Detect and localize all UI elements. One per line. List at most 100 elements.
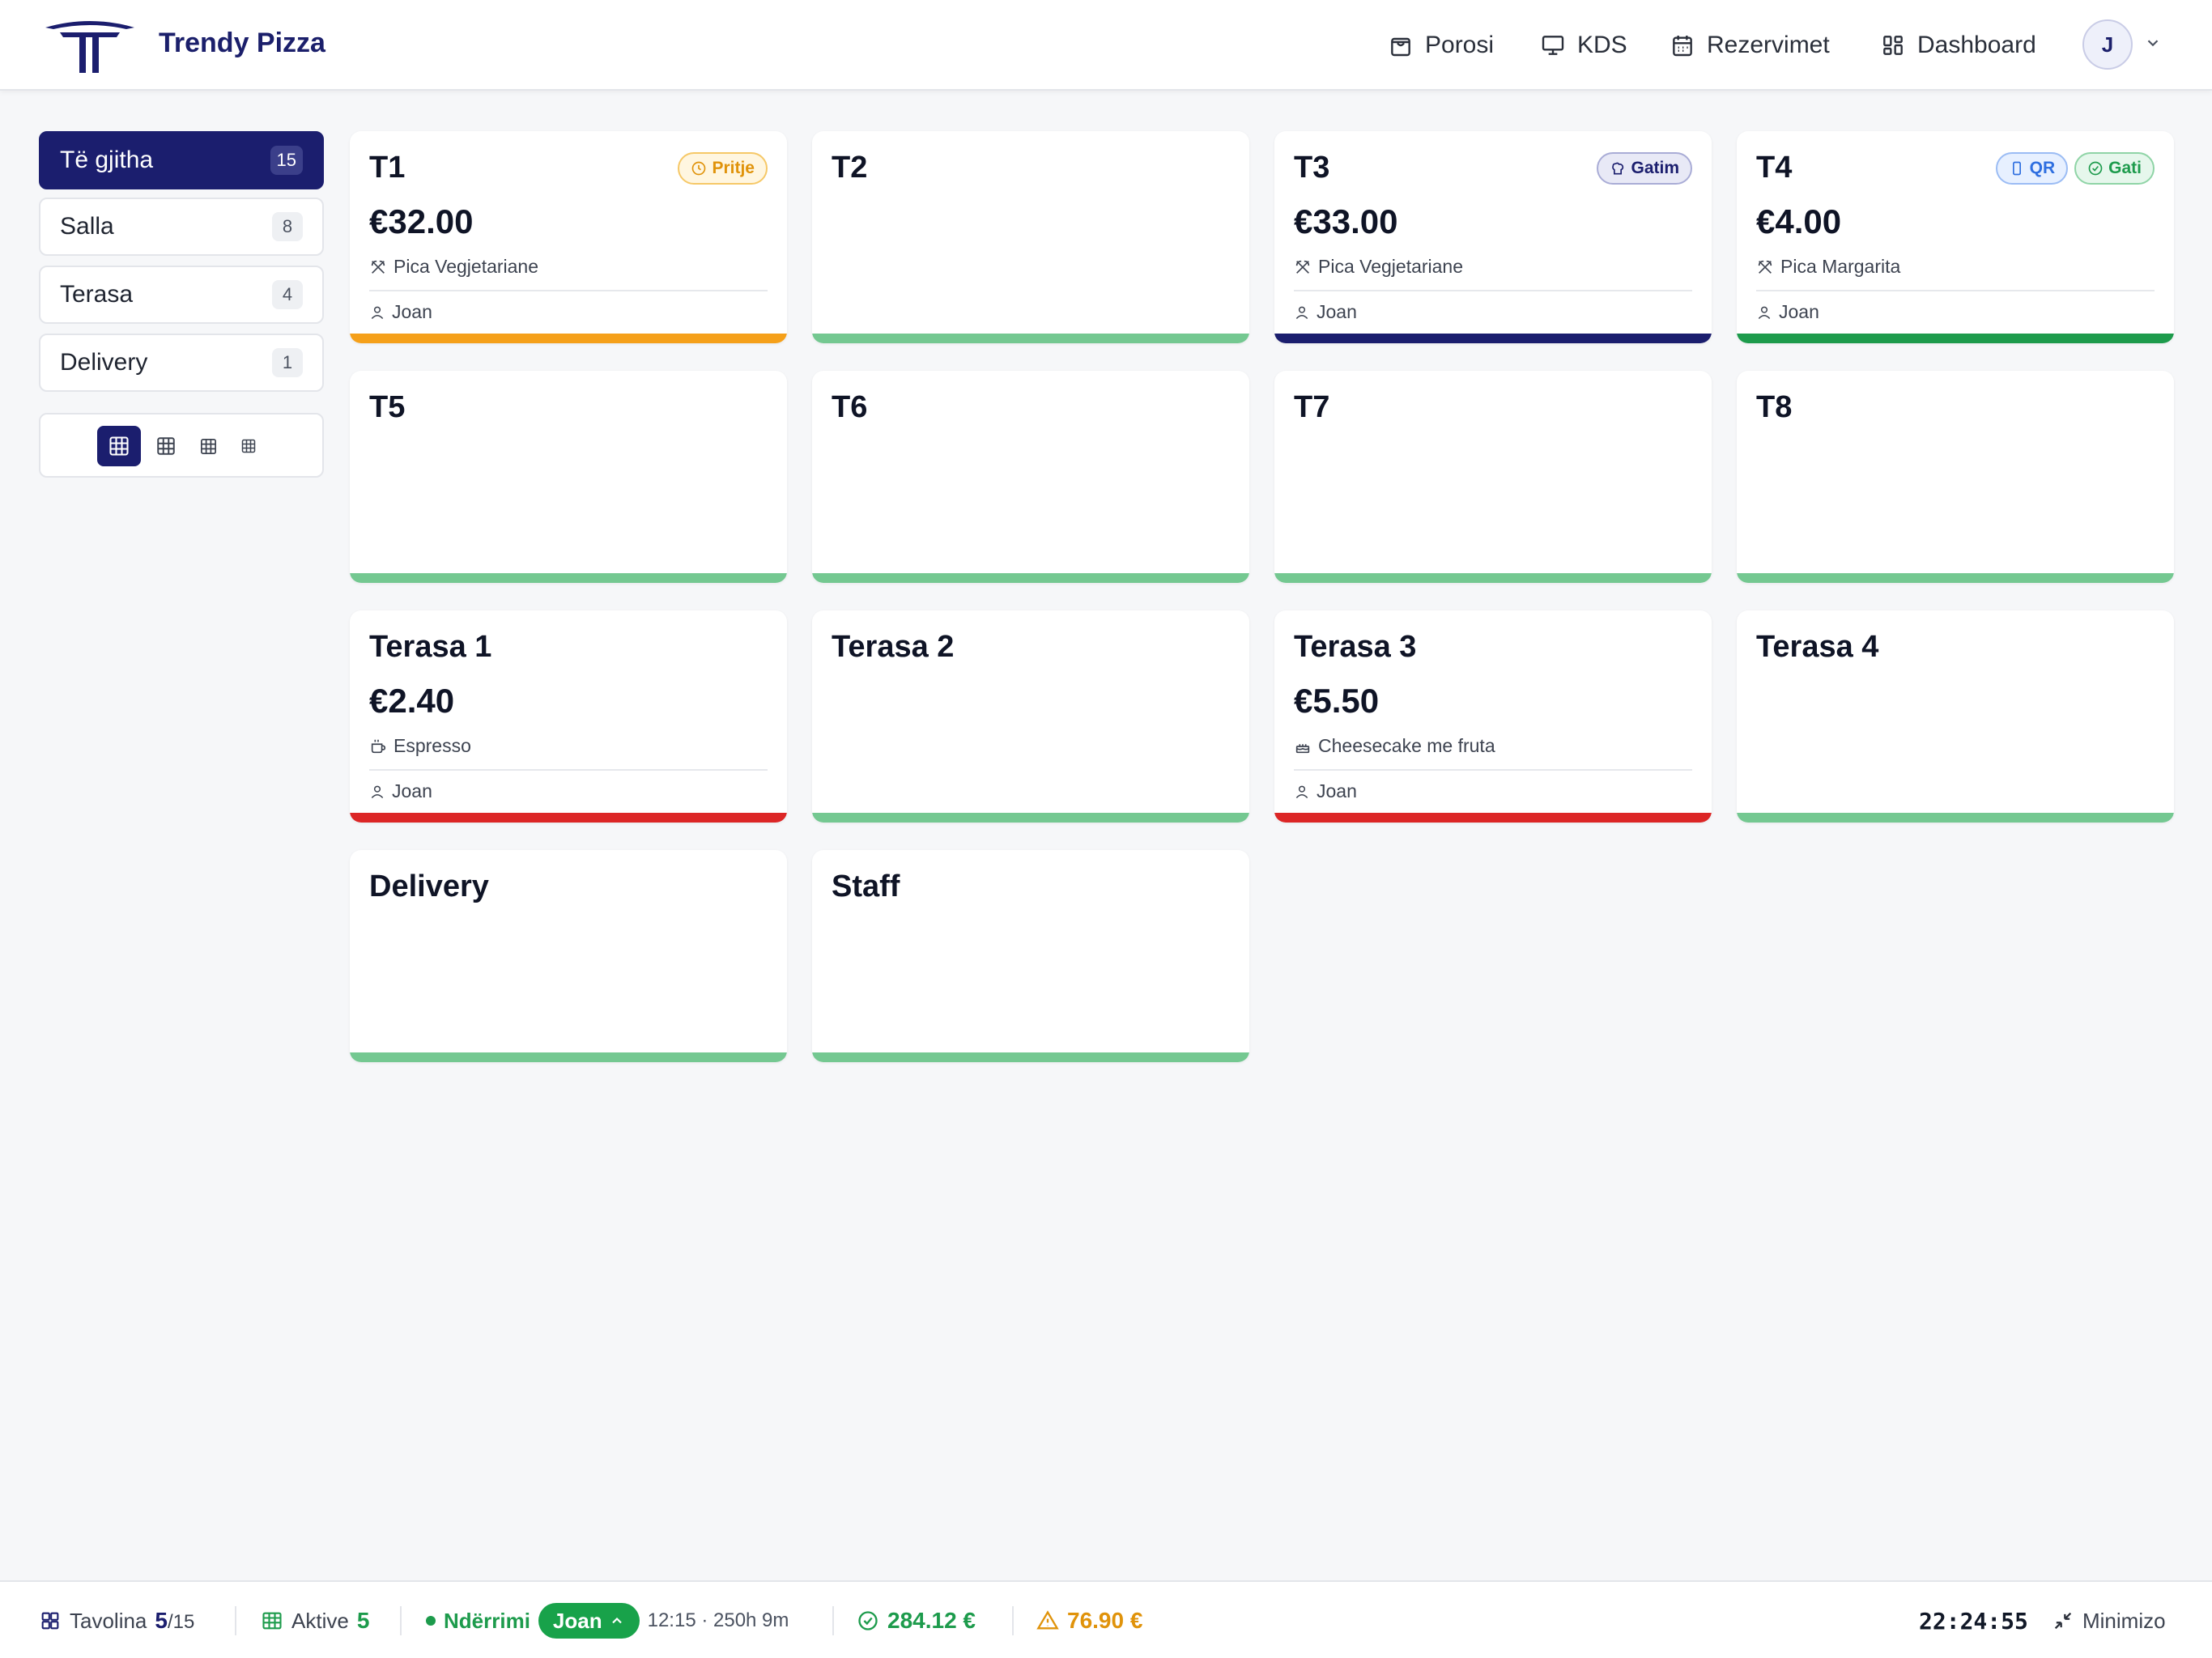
check-circle-icon <box>2088 161 2103 176</box>
nav-kds-label: KDS <box>1577 32 1627 58</box>
filter-salla-count: 8 <box>272 212 303 241</box>
shift-user-button[interactable]: Joan <box>538 1603 640 1639</box>
filter-delivery[interactable]: Delivery 1 <box>39 334 324 392</box>
footer-separator <box>832 1606 834 1635</box>
utensils-icon <box>1758 260 1772 274</box>
badge-label: Gatim <box>1631 159 1679 177</box>
table-card-delivery[interactable]: Delivery <box>350 850 787 1062</box>
grid-size-medium-button[interactable] <box>144 426 188 466</box>
clock-icon <box>692 161 706 176</box>
table-name: T3 <box>1294 151 1330 185</box>
footer-cash-total: 284.12 € <box>887 1608 976 1633</box>
filter-salla[interactable]: Salla 8 <box>39 198 324 256</box>
user-avatar[interactable]: J <box>2082 19 2133 70</box>
calendar-icon <box>1673 36 1692 57</box>
phone-icon <box>2012 161 2021 176</box>
table-badges: QR Gati <box>1995 152 2155 185</box>
table-name: Terasa 1 <box>369 630 492 664</box>
utensils-icon <box>1295 260 1310 274</box>
minimize-button[interactable]: Minimizo <box>2052 1582 2166 1658</box>
grid-xsmall-icon <box>241 439 256 453</box>
table-status-bar <box>812 334 1249 343</box>
table-card-t2[interactable]: T2 <box>812 131 1249 343</box>
table-amount: €4.00 <box>1756 202 1842 240</box>
footer-separator <box>1012 1606 1014 1635</box>
nav-dashboard[interactable]: Dashboard <box>1880 24 2036 66</box>
table-card-t4[interactable]: T4 QR Gati €4.00 Pica Margarita Joan <box>1737 131 2174 343</box>
footer-cash: 284.12 € <box>857 1582 976 1658</box>
user-icon <box>1758 306 1771 319</box>
filter-all[interactable]: Të gjitha 15 <box>39 131 324 189</box>
top-header: Trendy Pizza Porosi KDS Rezervimet Dashb… <box>0 0 2212 91</box>
grid-size-large-button[interactable] <box>97 426 141 466</box>
table-card-staff[interactable]: Staff <box>812 850 1249 1062</box>
user-icon <box>1295 785 1308 798</box>
table-card-t1[interactable]: T1 Pritje €32.00 Pica Vegjetariane Joan <box>350 131 787 343</box>
nav-porosi[interactable]: Porosi <box>1388 24 1494 66</box>
shopping-bag-icon <box>1391 37 1410 57</box>
card-divider <box>1756 290 2155 291</box>
table-card-t7[interactable]: T7 <box>1274 371 1712 583</box>
table-waiter: Joan <box>1294 780 1357 802</box>
footer-tables-total: /15 <box>167 1611 195 1633</box>
table-card-t5[interactable]: T5 <box>350 371 787 583</box>
nav-rezervimet[interactable]: Rezervimet <box>1670 24 1830 66</box>
minimize-label: Minimizo <box>2082 1608 2166 1633</box>
table-card-t3[interactable]: T3 Gatim €33.00 Pica Vegjetariane Joan <box>1274 131 1712 343</box>
shift-user-label: Joan <box>552 1608 602 1633</box>
filter-delivery-count: 1 <box>272 348 303 377</box>
table-status-bar <box>812 1052 1249 1062</box>
table-status-bar <box>350 1052 787 1062</box>
card-divider <box>1294 769 1692 771</box>
table-item-label: Pica Vegjetariane <box>393 256 539 277</box>
filter-terasa-label: Terasa <box>60 281 134 308</box>
table-item: Espresso <box>369 735 471 757</box>
user-icon <box>371 785 384 798</box>
table-waiter-label: Joan <box>1779 301 1819 322</box>
table-status-bar <box>1274 334 1712 343</box>
chevron-down-icon[interactable] <box>2144 34 2162 52</box>
table-name: T8 <box>1756 390 1793 424</box>
table-card-t8[interactable]: T8 <box>1737 371 2174 583</box>
table-waiter-label: Joan <box>392 780 432 801</box>
table-card-terasa-3[interactable]: Terasa 3 €5.50 Cheesecake me fruta Joan <box>1274 610 1712 823</box>
nav-dashboard-label: Dashboard <box>1917 32 2036 58</box>
nav-porosi-label: Porosi <box>1425 32 1495 58</box>
filter-salla-label: Salla <box>60 213 114 240</box>
dashboard-grid-icon <box>41 1612 59 1630</box>
table-badges: Gatim <box>1597 152 1692 185</box>
footer-shift-time: 12:15 · 250h 9m <box>647 1609 789 1631</box>
table-card-t6[interactable]: T6 <box>812 371 1249 583</box>
footer-pending-total: 76.90 € <box>1067 1608 1143 1633</box>
grid-size-small-button[interactable] <box>186 426 230 466</box>
table-waiter-label: Joan <box>392 301 432 322</box>
table-item: Pica Vegjetariane <box>369 256 538 278</box>
table-waiter-label: Joan <box>1317 780 1357 801</box>
status-badge-qr: QR <box>1995 152 2069 185</box>
table-status-bar <box>1737 573 2174 583</box>
table-status-bar <box>350 573 787 583</box>
footer-pending: 76.90 € <box>1036 1582 1142 1658</box>
grid-medium-icon <box>157 437 175 455</box>
shift-live-dot <box>426 1616 436 1626</box>
footer-shift-label: Ndërrimi <box>444 1608 530 1633</box>
status-footer: Tavolina 5/15 Aktive 5 Ndërrimi Joan 12:… <box>0 1580 2212 1658</box>
table-item-label: Espresso <box>393 735 471 756</box>
table-item: Cheesecake me fruta <box>1294 735 1495 757</box>
filter-delivery-label: Delivery <box>60 349 148 376</box>
table-card-terasa-4[interactable]: Terasa 4 <box>1737 610 2174 823</box>
table-card-terasa-1[interactable]: Terasa 1 €2.40 Espresso Joan <box>350 610 787 823</box>
nav-kds[interactable]: KDS <box>1540 24 1627 66</box>
filter-terasa[interactable]: Terasa 4 <box>39 266 324 324</box>
utensils-icon <box>371 260 385 274</box>
grid-size-xsmall-button[interactable] <box>227 426 270 466</box>
table-card-terasa-2[interactable]: Terasa 2 <box>812 610 1249 823</box>
grid-small-icon <box>200 438 216 454</box>
warning-icon <box>1036 1610 1059 1630</box>
table-status-bar <box>1274 573 1712 583</box>
filter-terasa-count: 4 <box>272 280 303 309</box>
footer-clock: 22:24:55 <box>1919 1607 2028 1635</box>
badge-label: Pritje <box>712 159 755 177</box>
table-waiter: Joan <box>1294 301 1357 323</box>
table-waiter-label: Joan <box>1317 301 1357 322</box>
